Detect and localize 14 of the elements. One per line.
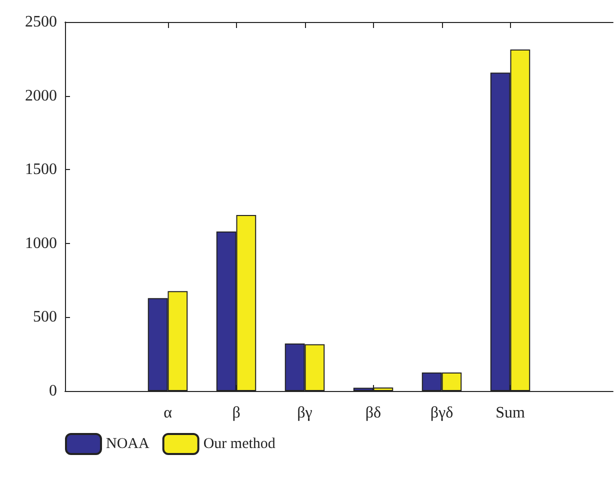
y-tick-label: 2500 xyxy=(25,14,57,30)
legend-label: Our method xyxy=(203,436,276,452)
x-tick-label: βγ xyxy=(297,404,312,422)
y-tick-label: 0 xyxy=(49,382,57,400)
legend-label: NOAA xyxy=(106,436,150,452)
y-tick-label: 500 xyxy=(33,308,57,326)
y-tick-label: 2000 xyxy=(25,87,57,104)
x-tick-label: α xyxy=(164,404,173,422)
y-tick-label: 1000 xyxy=(25,234,57,252)
x-tick-label: β xyxy=(232,404,240,422)
x-tick-label: βδ xyxy=(365,404,382,422)
x-tick-label: βγδ xyxy=(430,404,454,422)
x-tick-label: Sum xyxy=(496,404,526,422)
y-tick-label: 1500 xyxy=(25,161,57,178)
